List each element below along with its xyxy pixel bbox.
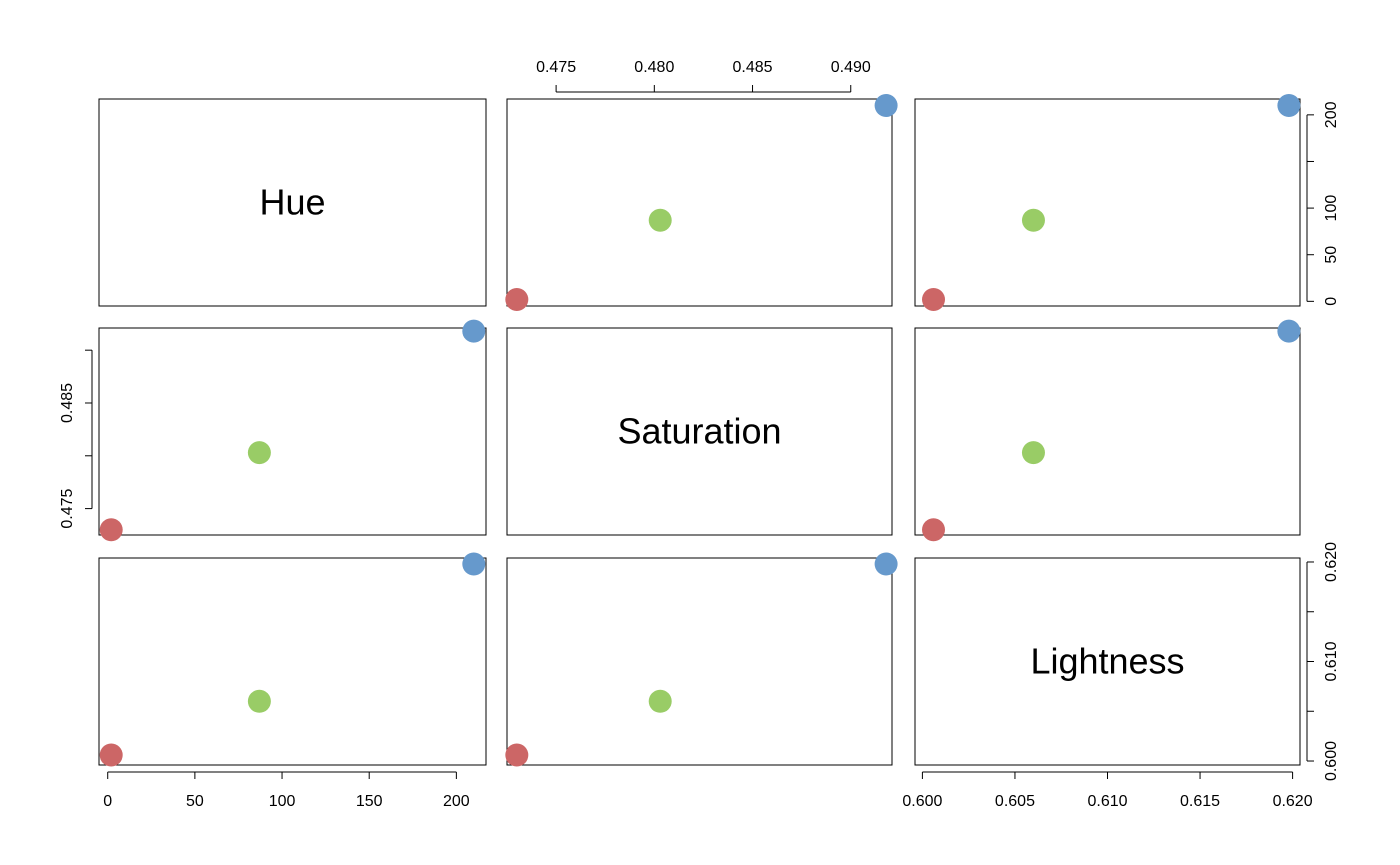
panel-frame <box>506 98 893 307</box>
diagonal-label-saturation: Saturation <box>617 411 781 452</box>
panel-saturation-vs-saturation: Saturation <box>506 327 893 536</box>
panel-hue-vs-lightness <box>914 94 1301 311</box>
point-1-lightness-vs-saturation <box>648 689 672 713</box>
tick-label: 50 <box>1323 246 1340 264</box>
point-1-hue-vs-saturation <box>648 208 672 232</box>
tick-label: 0.485 <box>733 59 773 76</box>
point-2-saturation-vs-lightness <box>1277 319 1301 343</box>
point-0-hue-vs-saturation <box>505 287 529 311</box>
point-2-hue-vs-lightness <box>1277 94 1301 118</box>
panel-frame <box>98 557 487 766</box>
tick-label: 0.610 <box>1087 793 1127 810</box>
diagonal-label-hue: Hue <box>259 182 325 223</box>
tick-label: 50 <box>186 793 204 810</box>
panel-lightness-vs-lightness: Lightness <box>914 557 1301 766</box>
tick-label: 0.480 <box>634 59 674 76</box>
panel-frame <box>506 557 893 766</box>
tick-label: 0.475 <box>536 59 576 76</box>
right-axis-lightness: 0.600 0.610 0.620 <box>1306 542 1340 781</box>
point-0-saturation-vs-hue <box>99 518 123 542</box>
tick-label: 0.620 <box>1273 793 1313 810</box>
point-0-hue-vs-lightness <box>922 287 946 311</box>
tick-label: 0.490 <box>831 59 871 76</box>
tick-label: 100 <box>1323 195 1340 222</box>
tick-label: 100 <box>269 793 296 810</box>
top-axis-saturation: 0.475 0.480 0.485 0.490 <box>536 59 871 93</box>
tick-label: 0.475 <box>59 488 76 528</box>
tick-label: 0.610 <box>1323 641 1340 681</box>
point-1-lightness-vs-hue <box>247 689 271 713</box>
panel-lightness-vs-saturation <box>505 552 898 767</box>
tick-label: 0.605 <box>995 793 1035 810</box>
left-axis-saturation: 0.475 0.485 <box>59 349 93 529</box>
panel-saturation-vs-hue <box>98 319 487 542</box>
tick-label: 0.485 <box>59 383 76 423</box>
panel-frame <box>98 98 487 307</box>
point-1-hue-vs-lightness <box>1021 208 1045 232</box>
tick-label: 0.620 <box>1323 542 1340 582</box>
panel-frame <box>506 327 893 536</box>
tick-label: 0 <box>1323 297 1340 306</box>
panel-frame <box>914 557 1301 766</box>
right-axis-hue: 0 50 100 200 <box>1306 101 1340 306</box>
tick-label: 0 <box>103 793 112 810</box>
panel-frame <box>914 327 1301 536</box>
point-2-hue-vs-saturation <box>874 94 898 118</box>
point-2-lightness-vs-saturation <box>874 552 898 576</box>
tick-label: 150 <box>356 793 383 810</box>
tick-label: 200 <box>443 793 470 810</box>
diagonal-label-lightness: Lightness <box>1030 641 1184 682</box>
panel-frame <box>98 327 487 536</box>
panel-frame <box>914 98 1301 307</box>
point-0-lightness-vs-saturation <box>505 743 529 767</box>
tick-label: 0.615 <box>1180 793 1220 810</box>
panel-hue-vs-saturation <box>505 94 898 311</box>
tick-label: 0.600 <box>902 793 942 810</box>
point-2-lightness-vs-hue <box>462 552 486 576</box>
panel-saturation-vs-lightness <box>914 319 1301 542</box>
panel-hue-vs-hue: Hue <box>98 98 487 307</box>
panel-lightness-vs-hue <box>98 552 487 767</box>
point-0-lightness-vs-hue <box>99 743 123 767</box>
tick-label: 200 <box>1323 101 1340 128</box>
bottom-axis-lightness: 0.600 0.605 0.610 0.615 0.620 <box>902 771 1313 810</box>
tick-label: 0.600 <box>1323 741 1340 781</box>
point-1-saturation-vs-hue <box>247 441 271 465</box>
bottom-axis-hue: 0 50 100 150 200 <box>103 771 470 810</box>
point-1-saturation-vs-lightness <box>1021 441 1045 465</box>
point-0-saturation-vs-lightness <box>922 518 946 542</box>
point-2-saturation-vs-hue <box>462 319 486 343</box>
